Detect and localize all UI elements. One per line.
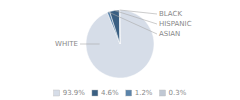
legend-swatch: [160, 90, 166, 96]
slice-label: ASIAN: [159, 30, 180, 38]
slice-label: WHITE: [55, 40, 78, 48]
leader-line: [80, 44, 100, 45]
slice-label: HISPANIC: [159, 20, 192, 28]
legend-swatch: [92, 90, 98, 96]
leader-line: [108, 12, 157, 34]
chart: BLACK HISPANIC ASIAN WHITE 93.9% 4.6% 1.2% 0.3%: [0, 0, 240, 100]
slice-label: BLACK: [159, 10, 182, 18]
slice: [119, 10, 121, 44]
legend-label: 93.9%: [63, 89, 86, 97]
legend: 93.9% 4.6% 1.2% 0.3%: [54, 89, 187, 97]
legend-swatch: [54, 90, 60, 96]
legend-label: 0.3%: [169, 89, 187, 97]
legend-label: 1.2%: [135, 89, 153, 97]
leader-line: [120, 10, 157, 14]
leader-line: [114, 10, 157, 24]
legend-label: 4.6%: [101, 89, 119, 97]
legend-swatch: [126, 90, 132, 96]
slice-labels: BLACK HISPANIC ASIAN WHITE: [55, 10, 192, 48]
